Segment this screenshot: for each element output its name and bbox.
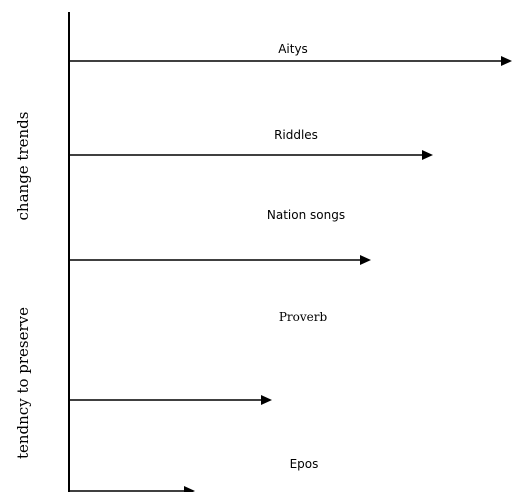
vertical-axis <box>68 12 70 492</box>
axis-label-change-trends: change trends <box>14 111 32 221</box>
label-epos: Epos <box>289 457 319 471</box>
arrow-proverb <box>68 395 272 405</box>
arrow-aitys <box>68 56 512 66</box>
label-aitys: Aitys <box>278 42 308 56</box>
label-nation-songs: Nation songs <box>266 208 346 222</box>
arrow-nation-songs <box>68 255 371 265</box>
arrow-riddles <box>68 150 433 160</box>
arrow-epos <box>68 486 195 492</box>
label-proverb: Proverb <box>278 310 328 324</box>
axis-label-tendency-to-preserve: tendncy to preserve <box>14 306 32 460</box>
label-riddles: Riddles <box>274 128 318 142</box>
